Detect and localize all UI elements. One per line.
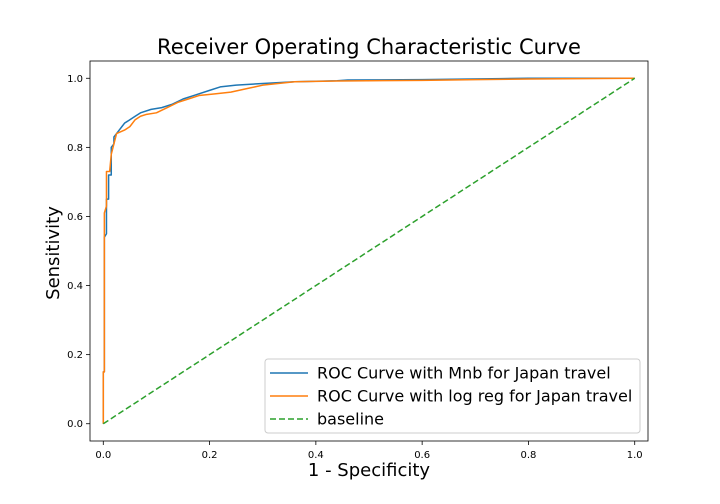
legend-label: ROC Curve with Mnb for Japan travel bbox=[317, 364, 611, 383]
series-line-2 bbox=[102, 77, 636, 425]
legend-box bbox=[264, 358, 641, 434]
x-tick-label: 1.0 bbox=[627, 450, 643, 461]
x-tick-label: 0.0 bbox=[95, 450, 111, 461]
series-layer bbox=[102, 77, 636, 425]
y-tick-label: 0.4 bbox=[67, 281, 83, 292]
y-tick-label: 1.0 bbox=[67, 74, 83, 85]
y-tick-label: 0.0 bbox=[67, 419, 83, 430]
x-tick-label: 0.2 bbox=[202, 450, 218, 461]
y-axis: 0.0 0.2 0.4 0.6 0.8 1.0 bbox=[67, 74, 90, 430]
chart-title: Receiver Operating Characteristic Curve bbox=[157, 35, 581, 59]
legend: ROC Curve with Mnb for Japan travel ROC C… bbox=[264, 358, 641, 434]
x-tick-label: 0.4 bbox=[308, 450, 324, 461]
series-line-1 bbox=[102, 77, 635, 424]
legend-label: baseline bbox=[317, 410, 384, 429]
x-tick-label: 0.6 bbox=[414, 450, 430, 461]
x-axis-label: 1 - Specificity bbox=[308, 460, 431, 481]
y-tick-label: 0.6 bbox=[67, 212, 83, 223]
y-tick-label: 0.8 bbox=[67, 143, 83, 154]
legend-label: ROC Curve with log reg for Japan travel bbox=[317, 387, 632, 406]
x-tick-label: 0.8 bbox=[520, 450, 536, 461]
y-axis-label: Sensitivity bbox=[43, 206, 64, 300]
x-axis: 0.0 0.2 0.4 0.6 0.8 1.0 bbox=[95, 441, 643, 461]
y-tick-label: 0.2 bbox=[67, 350, 83, 361]
